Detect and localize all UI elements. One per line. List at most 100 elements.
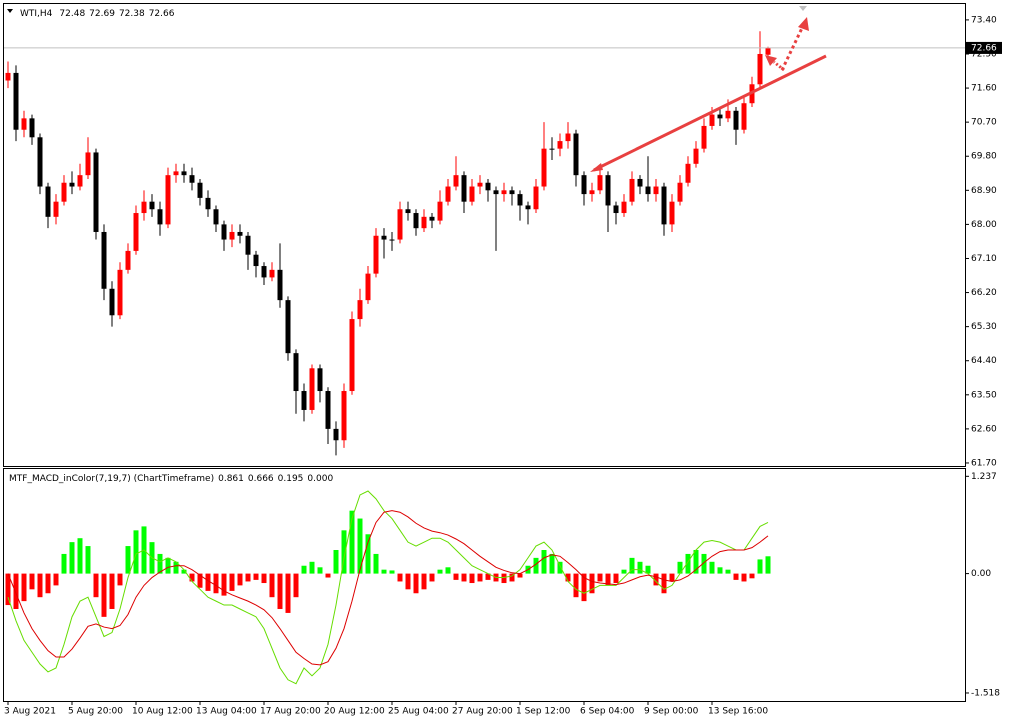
histogram-bar: [29, 573, 35, 590]
candle-body: [437, 201, 443, 221]
histogram-bar: [709, 561, 715, 574]
histogram-bar: [341, 530, 347, 574]
candle-body: [149, 201, 155, 210]
candle-body: [101, 231, 107, 289]
candle-body: [221, 224, 227, 240]
histogram-bar: [517, 573, 523, 578]
histogram-bar: [445, 567, 451, 574]
histogram-bar: [285, 573, 291, 613]
y-tick-label: 63.50: [971, 390, 997, 400]
ohlc-reading: 72.69: [89, 9, 115, 19]
candle-body: [85, 152, 91, 176]
histogram-bar: [133, 530, 139, 574]
histogram-bar: [277, 573, 283, 609]
histogram-bar: [253, 573, 259, 580]
ohlc-reading: 72.66: [149, 9, 175, 19]
histogram-bar: [757, 559, 763, 574]
candle-body: [277, 269, 283, 301]
candle-body: [677, 182, 683, 202]
histogram-bar: [301, 565, 307, 574]
histogram-bar: [61, 553, 67, 574]
candle-body: [733, 110, 739, 130]
candle-body: [765, 47, 771, 55]
projection-arrowhead: [798, 17, 809, 31]
candle-body: [621, 201, 627, 214]
histogram-bar: [589, 573, 595, 594]
candle-body: [365, 273, 371, 301]
ohlc-reading: 72.48: [59, 9, 85, 19]
indicator-panel: [3, 468, 966, 702]
histogram-bar: [613, 573, 619, 584]
candle-body: [381, 235, 387, 240]
histogram-bar: [765, 556, 771, 574]
candle-body: [389, 239, 395, 241]
histogram-bar: [5, 573, 11, 606]
candle-body: [301, 391, 307, 410]
candle-body: [525, 205, 531, 210]
candle-body: [309, 368, 315, 410]
candle-body: [717, 114, 723, 119]
histogram-bar: [677, 561, 683, 574]
candle-body: [165, 175, 171, 225]
candle-body: [645, 186, 651, 195]
histogram-bar: [173, 561, 179, 574]
marks: 61.70 62.60 63.50 64.40 65.30 66.20 67.10 68.00…: [4, 9, 1002, 717]
candle-body: [405, 209, 411, 214]
x-tick-label: 10 Aug 12:00: [132, 707, 193, 717]
candle-body: [13, 72, 19, 130]
x-tick-label: 13 Sep 16:00: [708, 707, 768, 717]
histogram-bar: [221, 573, 227, 596]
price-panel: [3, 3, 966, 467]
histogram-bar: [53, 573, 59, 586]
candle-body: [61, 182, 67, 202]
symbol: WTI,H4: [20, 9, 53, 19]
histogram-bar: [333, 550, 339, 574]
histogram-bar: [365, 534, 371, 574]
histogram-bar: [685, 553, 691, 574]
menu-triangle[interactable]: [7, 9, 13, 13]
candle-body: [725, 110, 731, 119]
y-tick-label: 1.237: [971, 472, 997, 482]
histogram-bar: [693, 550, 699, 574]
candle-body: [357, 300, 363, 320]
candle-body: [109, 288, 115, 316]
candle-body: [589, 190, 595, 195]
histogram-bar: [549, 553, 555, 574]
candle-body: [125, 250, 131, 270]
candle-body: [133, 213, 139, 251]
candle-body: [493, 190, 499, 195]
histogram-bar: [629, 557, 635, 574]
candle-body: [237, 231, 243, 236]
histogram-bar: [269, 573, 275, 598]
indicator-header: MTF_MACD_inColor(7,19,7) (ChartTimeframe…: [9, 474, 333, 484]
histogram-bar: [453, 573, 459, 580]
candle-body: [685, 163, 691, 183]
histogram-bar: [725, 569, 731, 574]
histogram-bar: [205, 573, 211, 591]
macd-line: [7, 510, 769, 666]
indicator-reading: 0.000: [307, 474, 333, 484]
candle-body: [509, 190, 515, 195]
candle-body: [349, 319, 355, 392]
candle-body: [533, 186, 539, 210]
histogram-bar: [581, 573, 587, 602]
ohlc-reading: 72.38: [119, 9, 145, 19]
candle-body: [285, 300, 291, 354]
histogram-bar: [461, 573, 467, 582]
y-tick-label: 68.00: [971, 220, 997, 230]
candle-body: [189, 175, 195, 183]
x-tick-label: 13 Aug 04:00: [196, 707, 257, 717]
histogram-bar: [429, 573, 435, 582]
indicator-reading: 0.195: [278, 474, 304, 484]
candle-body: [741, 103, 747, 130]
histogram-bar: [469, 573, 475, 584]
candle-body: [669, 201, 675, 225]
histogram-bar: [733, 573, 739, 580]
y-tick-label: 73.40: [971, 15, 997, 25]
histogram-bar: [397, 573, 403, 582]
histogram-bar: [637, 561, 643, 574]
histogram-bar: [653, 573, 659, 586]
indicator-reading: 0.666: [248, 474, 274, 484]
histogram-bar: [293, 573, 299, 598]
